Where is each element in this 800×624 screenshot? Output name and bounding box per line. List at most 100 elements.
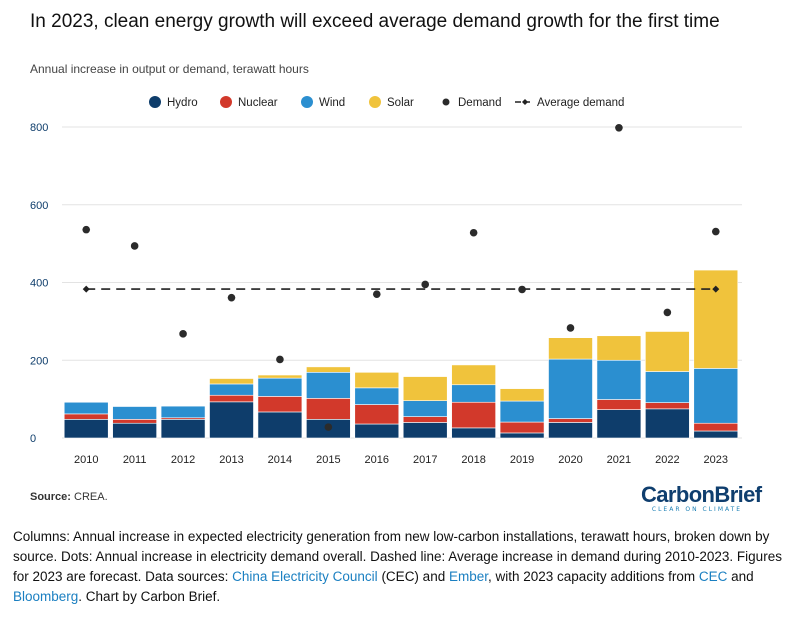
legend-label: Hydro [167, 97, 198, 109]
x-tick-label: 2017 [413, 454, 437, 466]
bar-hydro [499, 432, 545, 439]
legend-label: Nuclear [238, 97, 278, 109]
demand-point [421, 280, 430, 289]
source-note: Source: CREA. [30, 491, 108, 503]
demand-point [276, 355, 284, 364]
legend-swatch-average-marker [522, 99, 528, 105]
bar-hydro [645, 408, 690, 439]
legend-label: Average demand [537, 97, 624, 109]
bar-hydro [548, 422, 593, 439]
x-tick-label: 2012 [171, 454, 195, 466]
legend-swatch-nuclear [220, 96, 232, 108]
bar-nuclear [693, 422, 739, 432]
source-text: CREA. [74, 491, 108, 503]
bar-nuclear [257, 396, 303, 413]
y-tick-label: 200 [30, 355, 48, 367]
demand-point [566, 324, 575, 332]
x-tick-label: 2018 [461, 454, 485, 466]
legend-swatch-hydro [149, 96, 161, 108]
x-tick-label: 2014 [268, 454, 292, 466]
bar-nuclear [499, 421, 545, 434]
bar-wind [645, 371, 690, 403]
x-tick-label: 2016 [365, 454, 389, 466]
legend-swatch-wind [301, 96, 313, 108]
demand-point [82, 225, 91, 234]
link-cec[interactable]: CEC [698, 569, 728, 584]
source-label: Source: [30, 491, 71, 503]
bar-hydro [257, 411, 303, 439]
average-demand-marker [82, 285, 90, 293]
link-china-electricity-council[interactable]: China Electricity Council [232, 569, 378, 584]
bar-solar [596, 335, 642, 361]
bar-solar [257, 374, 303, 379]
carbonbrief-logo: CarbonBrief CLEAR ON CLIMATE [641, 482, 762, 513]
bar-wind [548, 358, 593, 419]
caption-text-2: (CEC) and [377, 569, 449, 584]
bar-nuclear [306, 398, 351, 420]
bar-hydro [160, 419, 206, 439]
bar-nuclear [645, 402, 690, 410]
bar-wind [499, 400, 545, 423]
y-tick-label: 400 [30, 278, 48, 290]
logo-tagline: CLEAR ON CLIMATE [651, 506, 743, 513]
bar-hydro [112, 422, 157, 439]
bar-hydro [354, 423, 400, 439]
bar-wind [160, 405, 206, 419]
bar-hydro [596, 409, 642, 439]
x-tick-label: 2010 [74, 454, 98, 466]
demand-point [663, 308, 672, 317]
bar-nuclear [354, 404, 400, 425]
y-tick-label: 0 [30, 433, 36, 445]
bar-nuclear [63, 413, 109, 420]
bar-hydro [451, 427, 496, 439]
x-tick-label: 2015 [316, 454, 340, 466]
bar-hydro [209, 401, 254, 439]
average-demand-marker [712, 285, 720, 293]
x-tick-label: 2019 [510, 454, 534, 466]
legend-swatch-solar [369, 96, 381, 108]
bar-solar [548, 337, 593, 360]
bar-wind [402, 400, 448, 417]
bar-solar [451, 364, 496, 386]
caption-text-1: Columns: Annual increase in expected ele… [13, 529, 782, 584]
bar-nuclear [112, 419, 157, 424]
bar-nuclear [209, 394, 254, 403]
x-tick-label: 2013 [219, 454, 243, 466]
demand-point [615, 123, 623, 132]
bar-wind [209, 383, 254, 396]
caption-text-4: and [727, 569, 754, 584]
demand-point [518, 285, 526, 294]
legend-label: Wind [319, 97, 345, 109]
bar-wind [112, 406, 157, 420]
logo-brand: CarbonBrief [641, 482, 762, 507]
bar-wind [257, 377, 303, 397]
caption-text-5: . Chart by Carbon Brief. [78, 589, 221, 604]
demand-point [324, 423, 333, 431]
bar-wind [63, 401, 109, 415]
caption-text-3: , with 2023 capacity additions from [488, 569, 699, 584]
legend-swatch-demand [442, 98, 450, 106]
bar-solar [693, 269, 739, 369]
x-tick-label: 2022 [655, 454, 679, 466]
x-tick-label: 2021 [607, 454, 631, 466]
link-bloomberg[interactable]: Bloomberg [13, 589, 79, 604]
bar-solar [499, 388, 545, 402]
bar-solar [209, 378, 254, 385]
bar-wind [596, 359, 642, 400]
demand-point [372, 290, 381, 298]
bar-nuclear [402, 416, 448, 423]
bar-nuclear [548, 418, 593, 423]
bar-nuclear [451, 401, 496, 429]
x-tick-label: 2011 [123, 454, 147, 466]
demand-point [130, 242, 139, 250]
legend-label: Solar [387, 97, 414, 109]
y-tick-label: 600 [30, 200, 48, 212]
chart-caption: Columns: Annual increase in expected ele… [13, 527, 791, 607]
bar-wind [306, 372, 351, 399]
demand-point [179, 330, 187, 338]
demand-point [469, 228, 478, 237]
bar-nuclear [596, 399, 642, 410]
link-ember[interactable]: Ember [448, 569, 488, 584]
chart-svg: 0 200 400 600 800 2010 2011 2012 2013 2014 2015 201… [30, 96, 742, 466]
